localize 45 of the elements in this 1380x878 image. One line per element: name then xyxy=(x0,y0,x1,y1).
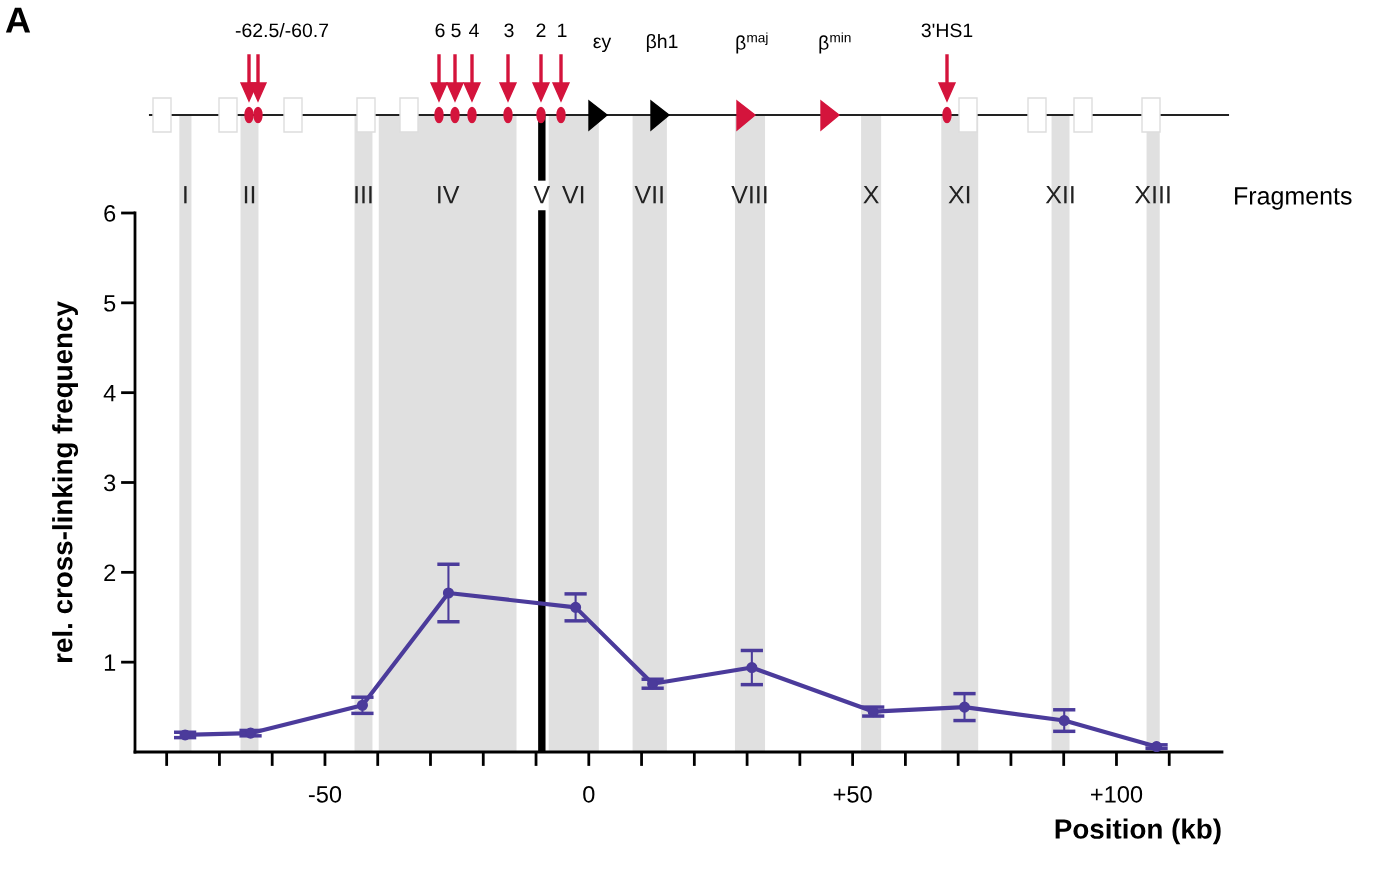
text: εy xyxy=(593,37,612,53)
point xyxy=(356,699,368,711)
text: 4 xyxy=(469,23,479,38)
point xyxy=(746,662,758,674)
band-label: VI xyxy=(562,186,584,204)
band-label: XII xyxy=(1045,186,1074,204)
band-label: VII xyxy=(634,186,663,204)
band-label: III xyxy=(355,186,372,204)
x-tick-label: +50 xyxy=(833,785,872,803)
text: β$^{maj}$ xyxy=(736,32,768,54)
y-tick-label: 3 xyxy=(104,474,116,492)
band-label: X xyxy=(863,186,879,204)
band-label: XIII xyxy=(1134,186,1170,204)
band-label: I xyxy=(184,186,187,204)
x-tick-label: -50 xyxy=(308,785,342,803)
point xyxy=(958,701,971,713)
point xyxy=(442,587,454,599)
chart-title: A xyxy=(5,7,31,33)
band-label: XI xyxy=(948,186,970,204)
text: -62.5/-60.7 xyxy=(235,22,329,38)
text: 3'HS1 xyxy=(921,23,973,38)
text: 2 xyxy=(536,23,546,38)
y-tick-label: 2 xyxy=(104,564,116,581)
y-axis-title: rel. cross-linking frequency xyxy=(52,301,79,663)
y-tick-label: 4 xyxy=(103,384,116,402)
text: 1 xyxy=(558,23,567,38)
text: βh1 xyxy=(646,33,678,53)
x-tick-label: +100 xyxy=(1091,785,1143,803)
x-tick-label: 0 xyxy=(583,785,595,803)
y-tick-label: 1 xyxy=(104,654,116,671)
text: Fragments xyxy=(1235,187,1352,210)
point xyxy=(1058,715,1070,727)
x-axis-title: Position (kb) xyxy=(1055,818,1221,845)
band-label: II xyxy=(244,186,255,204)
text: 6 xyxy=(435,23,445,38)
band-label: VIII xyxy=(731,186,767,204)
text: 3 xyxy=(504,23,514,38)
y-tick-label: 6 xyxy=(104,205,116,222)
y-tick-label: 5 xyxy=(104,295,116,312)
band-label: V xyxy=(533,186,551,204)
band-label: IV xyxy=(438,186,460,204)
point xyxy=(1151,741,1163,752)
point xyxy=(570,601,582,613)
text: 5 xyxy=(451,23,461,38)
text: β$^{min}$ xyxy=(819,32,851,54)
